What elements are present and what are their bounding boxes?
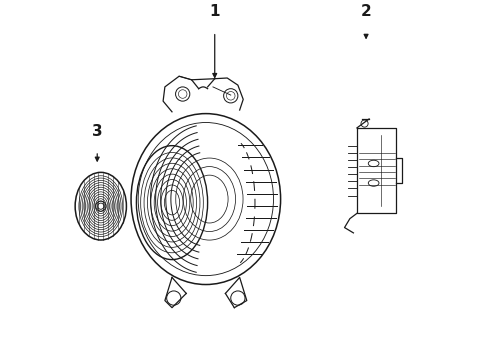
Text: 3: 3 bbox=[92, 123, 102, 139]
Text: 2: 2 bbox=[361, 4, 371, 19]
Text: 1: 1 bbox=[210, 4, 220, 19]
